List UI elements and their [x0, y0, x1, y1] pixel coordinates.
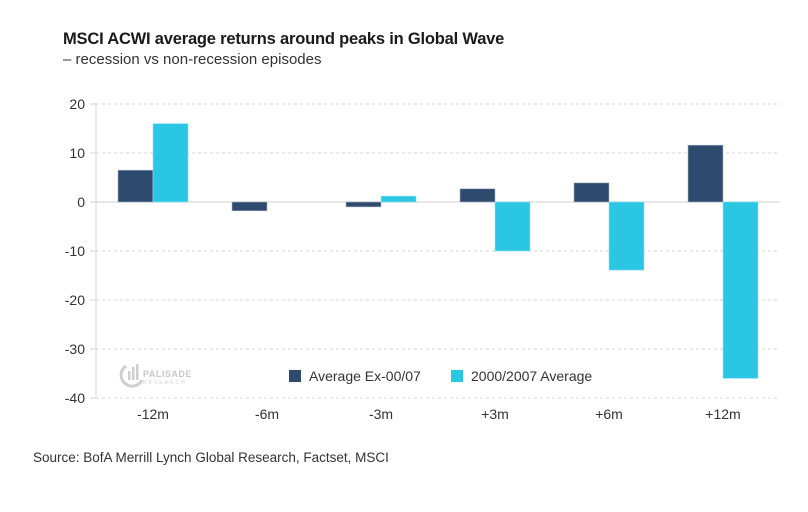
bar-average-ex-00-07 [231, 201, 268, 212]
x-axis: -12m -6m -3m +3m +6m +12m [137, 406, 741, 422]
palisade-logo-icon [119, 364, 144, 388]
source-note: Source: BofA Merrill Lynch Global Resear… [33, 450, 389, 465]
y-tick-label: 10 [69, 145, 85, 161]
y-tick-label: -30 [65, 341, 85, 357]
gridlines [90, 103, 780, 399]
bar-average-ex-00-07 [459, 188, 496, 203]
bars [117, 123, 759, 379]
y-tick-label: 0 [77, 194, 85, 210]
y-tick-label: -20 [65, 292, 85, 308]
bar-average-ex-00-07 [687, 144, 724, 203]
legend-label: 2000/2007 Average [471, 368, 592, 384]
chart-subtitle: – recession vs non-recession episodes [63, 51, 322, 68]
bar-average-ex-00-07 [345, 201, 382, 208]
y-tick-label: -40 [65, 390, 85, 406]
watermark-sub: RESEARCH [143, 380, 187, 386]
x-tick-label: +12m [705, 406, 740, 422]
bar-2000-2007-average [494, 201, 531, 252]
bar-2000-2007-average [152, 123, 189, 203]
legend-swatch [289, 370, 301, 382]
x-tick-label: -3m [369, 406, 393, 422]
y-axis: 20 10 0 -10 -20 -30 -40 [65, 96, 97, 406]
legend-swatch [451, 370, 463, 382]
legend: Average Ex-00/07 2000/2007 Average [289, 368, 592, 384]
bar-average-ex-00-07 [573, 182, 610, 203]
y-tick-label: 20 [69, 96, 85, 112]
bar-2000-2007-average [722, 201, 759, 379]
x-tick-label: -6m [255, 406, 279, 422]
y-tick-label: -10 [65, 243, 85, 259]
chart-title: MSCI ACWI average returns around peaks i… [63, 30, 505, 48]
x-tick-label: +6m [595, 406, 623, 422]
bar-2000-2007-average [380, 195, 417, 203]
legend-label: Average Ex-00/07 [309, 368, 421, 384]
bar-2000-2007-average [608, 201, 645, 271]
watermark-name: PALISADE [143, 369, 192, 379]
x-tick-label: -12m [137, 406, 169, 422]
palisade-watermark: PALISADE RESEARCH [119, 364, 192, 388]
x-tick-label: +3m [481, 406, 509, 422]
bar-average-ex-00-07 [117, 169, 154, 203]
